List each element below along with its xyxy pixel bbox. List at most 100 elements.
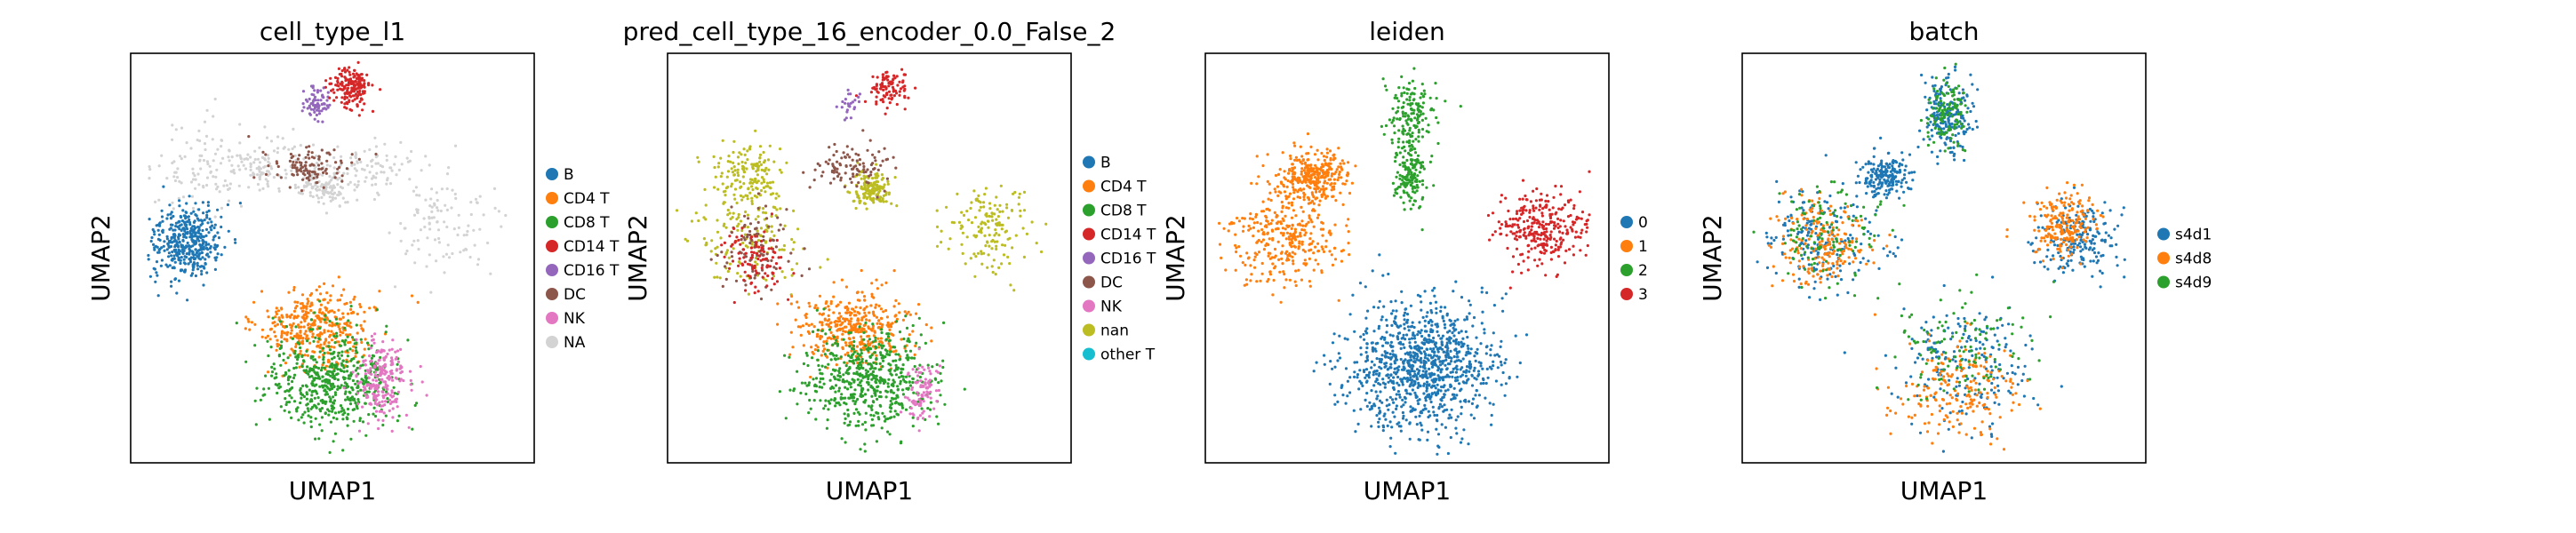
scatter-point	[262, 156, 267, 161]
scatter-point	[321, 348, 324, 353]
scatter-point	[328, 323, 332, 327]
scatter-point	[934, 370, 939, 373]
scatter-point	[1267, 243, 1270, 247]
scatter-point	[345, 84, 348, 87]
scatter-point	[761, 207, 765, 211]
scatter-point	[299, 349, 302, 353]
scatter-point	[1281, 244, 1284, 248]
scatter-point	[743, 233, 748, 236]
scatter-point	[317, 337, 321, 340]
scatter-point	[1268, 251, 1272, 255]
scatter-point	[755, 227, 758, 230]
scatter-point	[885, 390, 890, 394]
scatter-point	[886, 335, 891, 338]
scatter-point	[197, 226, 201, 229]
scatter-point	[758, 156, 762, 160]
scatter-point	[297, 337, 300, 340]
scatter-point	[482, 213, 485, 217]
scatter-point	[889, 346, 892, 349]
scatter-point	[888, 338, 892, 342]
scatter-point	[1009, 283, 1012, 287]
legend-item: CD14 T	[546, 238, 620, 256]
scatter-point	[819, 266, 822, 269]
scatter-point	[187, 262, 190, 266]
scatter-point	[887, 362, 891, 366]
scatter-point	[744, 289, 748, 292]
scatter-point	[206, 203, 210, 207]
scatter-point	[350, 395, 354, 399]
scatter-point	[307, 372, 310, 376]
scatter-point	[372, 174, 375, 178]
scatter-point	[787, 298, 790, 301]
scatter-point	[365, 384, 369, 387]
scatter-point	[216, 208, 220, 211]
legend-item: CD4 T	[1083, 179, 1147, 196]
scatter-point	[1265, 219, 1268, 223]
scatter-point	[297, 323, 300, 327]
scatter-point	[276, 135, 280, 139]
scatter-point	[331, 404, 334, 409]
scatter-point	[178, 234, 182, 237]
scatter-point	[309, 308, 313, 313]
scatter-point	[365, 73, 369, 76]
scatter-point	[1030, 220, 1034, 224]
scatter-point	[355, 153, 358, 156]
scatter-point	[765, 172, 769, 176]
scatter-point	[359, 73, 363, 76]
scatter-point	[735, 235, 739, 239]
scatter-point	[163, 240, 166, 243]
scatter-point	[329, 76, 332, 80]
scatter-point	[1281, 227, 1284, 230]
scatter-point	[213, 152, 218, 155]
scatter-point	[878, 390, 883, 394]
scatter-point	[1287, 202, 1291, 205]
scatter-point	[316, 185, 319, 188]
scatter-point	[394, 376, 397, 379]
scatter-point	[834, 323, 838, 327]
scatter-point	[824, 301, 828, 306]
scatter-point	[887, 325, 891, 329]
scatter-point	[857, 410, 860, 414]
scatter-point	[450, 206, 453, 210]
scatter-point	[834, 404, 837, 408]
scatter-point	[911, 323, 915, 328]
scatter-point	[756, 192, 761, 195]
scatter-point	[1293, 144, 1297, 147]
scatter-point	[314, 389, 317, 393]
scatter-point	[990, 265, 994, 268]
scatter-point	[844, 317, 848, 321]
scatter-point	[1256, 220, 1260, 225]
scatter-point	[791, 346, 795, 349]
scatter-point	[732, 211, 735, 215]
scatter-point	[1301, 224, 1305, 227]
scatter-point	[890, 202, 893, 205]
scatter-point	[889, 325, 893, 329]
scatter-point	[205, 216, 209, 219]
scatter-point	[745, 167, 748, 171]
scatter-point	[356, 392, 359, 395]
scatter-point	[418, 194, 421, 197]
scatter-point	[185, 255, 188, 259]
scatter-point	[319, 369, 324, 372]
scatter-point	[869, 372, 873, 376]
scatter-point	[876, 187, 879, 190]
scatter-point	[354, 354, 357, 358]
scatter-point	[853, 325, 858, 329]
scatter-point	[253, 344, 257, 347]
scatter-point	[844, 285, 849, 289]
scatter-point	[809, 407, 812, 410]
scatter-point	[1250, 181, 1253, 185]
scatter-point	[205, 213, 209, 217]
scatter-point	[875, 354, 878, 357]
scatter-point	[372, 338, 375, 341]
scatter-point	[736, 225, 740, 228]
scatter-point	[395, 173, 398, 177]
scatter-point	[1224, 268, 1228, 272]
scatter-point	[857, 419, 860, 423]
scatter-point	[394, 155, 397, 158]
legend-label: CD8 T	[1100, 203, 1147, 220]
scatter-point	[731, 171, 735, 174]
scatter-point	[1292, 186, 1295, 189]
scatter-point	[914, 380, 917, 385]
scatter-point	[758, 160, 762, 163]
